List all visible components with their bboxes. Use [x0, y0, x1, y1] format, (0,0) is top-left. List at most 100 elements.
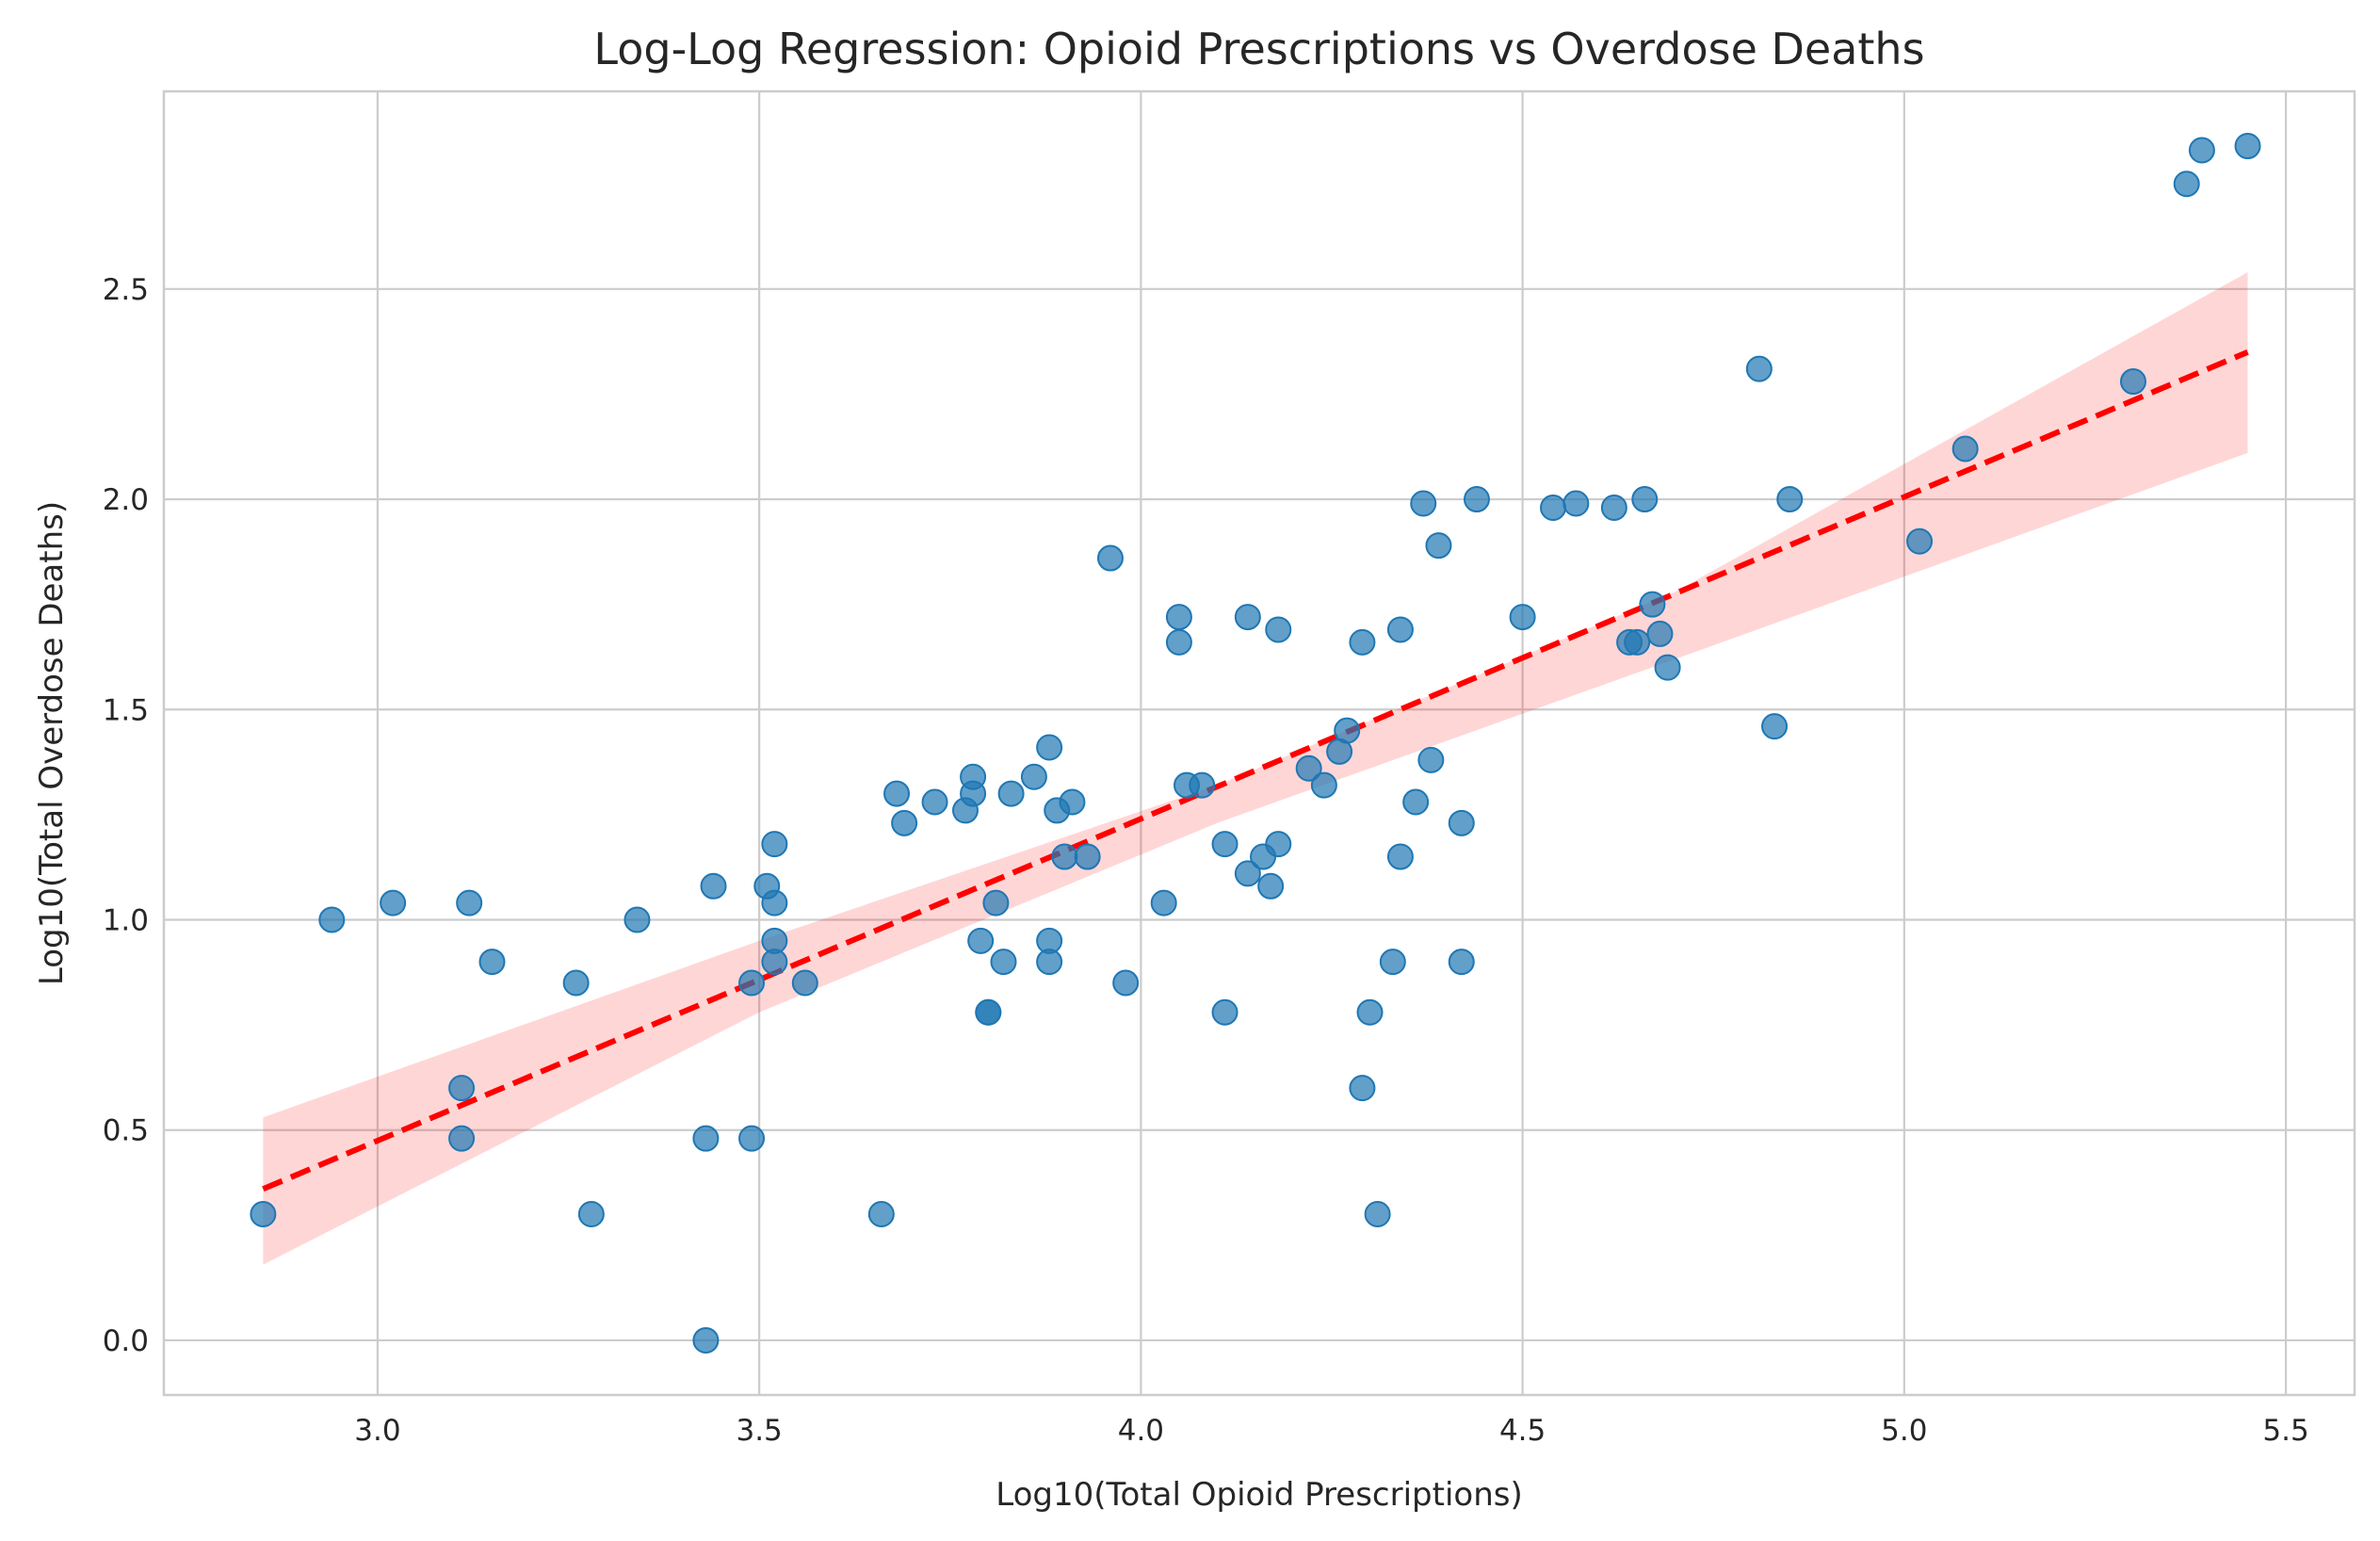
data-point — [1059, 788, 1086, 816]
data-point — [2119, 368, 2146, 396]
data-point — [1951, 435, 1979, 462]
data-point — [1631, 486, 1659, 513]
data-point — [1265, 831, 1292, 858]
data-point — [1761, 713, 1789, 740]
x-tick-label: 3.5 — [736, 1414, 782, 1448]
data-point — [1540, 494, 1567, 521]
data-point — [1562, 490, 1590, 517]
y-tick-labels: 0.0 0.5 1.0 1.5 2.0 2.5 — [103, 273, 149, 1358]
plot-frame — [162, 89, 2356, 1397]
data-point — [1509, 604, 1536, 631]
data-point — [1150, 889, 1177, 916]
data-point — [982, 889, 1010, 916]
data-point — [1624, 628, 1651, 656]
data-point — [1234, 860, 1261, 887]
data-point — [1165, 628, 1192, 656]
data-point — [738, 969, 766, 997]
x-tick-label: 5.5 — [2262, 1414, 2308, 1448]
data-point — [1448, 809, 1475, 836]
y-tick-label: 0.0 — [103, 1324, 149, 1358]
data-point — [1600, 494, 1627, 521]
data-point — [1096, 544, 1124, 572]
data-point — [1776, 486, 1804, 513]
data-point — [1448, 949, 1475, 976]
data-point — [448, 1075, 476, 1102]
data-point — [1654, 654, 1681, 681]
y-tick-label: 1.0 — [103, 904, 149, 938]
data-point — [1265, 616, 1292, 643]
data-point — [692, 1125, 720, 1152]
y-tick-label: 2.5 — [103, 273, 149, 307]
data-point — [380, 889, 407, 916]
y-axis-label: Log10(Total Overdose Deaths) — [33, 501, 71, 985]
data-point — [1646, 620, 1674, 647]
data-point — [960, 780, 987, 807]
data-point — [1295, 754, 1322, 782]
data-point — [692, 1326, 720, 1354]
data-point — [1410, 490, 1437, 517]
data-point — [1386, 616, 1414, 643]
data-points — [250, 133, 2261, 1354]
data-point — [1906, 527, 1934, 555]
data-point — [318, 906, 346, 933]
data-point — [1402, 788, 1430, 816]
data-point — [1356, 998, 1384, 1026]
x-tick-label: 4.5 — [1499, 1414, 1546, 1448]
data-point — [891, 809, 918, 836]
data-point — [700, 872, 727, 900]
data-point — [997, 780, 1025, 807]
data-point — [975, 998, 1002, 1026]
data-point — [1639, 591, 1666, 618]
data-point — [250, 1201, 277, 1228]
data-point — [1036, 949, 1063, 976]
data-point — [791, 969, 818, 997]
data-point — [738, 1125, 766, 1152]
data-point — [867, 1201, 895, 1228]
data-point — [1425, 532, 1452, 560]
data-point — [562, 969, 590, 997]
data-point — [1051, 843, 1078, 870]
y-tick-label: 1.5 — [103, 693, 149, 727]
data-point — [2173, 170, 2200, 198]
data-point — [761, 927, 788, 954]
data-point — [1364, 1201, 1391, 1228]
data-point — [1211, 998, 1239, 1026]
x-tick-label: 3.0 — [354, 1414, 400, 1448]
data-point — [1349, 1075, 1376, 1102]
data-point — [990, 949, 1017, 976]
data-point — [1386, 843, 1414, 870]
data-point — [2188, 137, 2215, 164]
data-point — [1463, 486, 1490, 513]
data-point — [456, 889, 483, 916]
data-point — [1234, 604, 1261, 631]
data-point — [1189, 771, 1216, 799]
regression-line-layer — [262, 349, 2249, 1192]
data-point — [883, 780, 911, 807]
data-point — [1020, 763, 1047, 790]
data-point — [478, 949, 506, 976]
data-point — [1074, 843, 1101, 870]
data-point — [967, 927, 995, 954]
x-tick-labels: 3.0 3.5 4.0 4.5 5.0 5.5 — [354, 1414, 2308, 1448]
x-axis-label: Log10(Total Opioid Prescriptions) — [996, 1476, 1522, 1514]
data-point — [1349, 628, 1376, 656]
data-point — [2234, 133, 2261, 160]
data-point — [1211, 831, 1239, 858]
chart-title: Log-Log Regression: Opioid Prescriptions… — [593, 24, 1924, 74]
data-point — [1165, 604, 1192, 631]
x-tick-label: 5.0 — [1881, 1414, 1927, 1448]
y-tick-label: 0.5 — [103, 1114, 149, 1148]
data-point — [577, 1201, 605, 1228]
data-point — [761, 889, 788, 916]
confidence-band — [263, 272, 2248, 1265]
data-point — [1112, 969, 1140, 997]
y-tick-label: 2.0 — [103, 483, 149, 517]
regression-line — [262, 349, 2249, 1192]
data-point — [1257, 872, 1285, 900]
confidence-band-layer — [263, 272, 2248, 1265]
data-point — [1334, 717, 1361, 744]
x-tick-label: 4.0 — [1118, 1414, 1164, 1448]
data-point — [921, 788, 948, 816]
data-point — [623, 906, 651, 933]
